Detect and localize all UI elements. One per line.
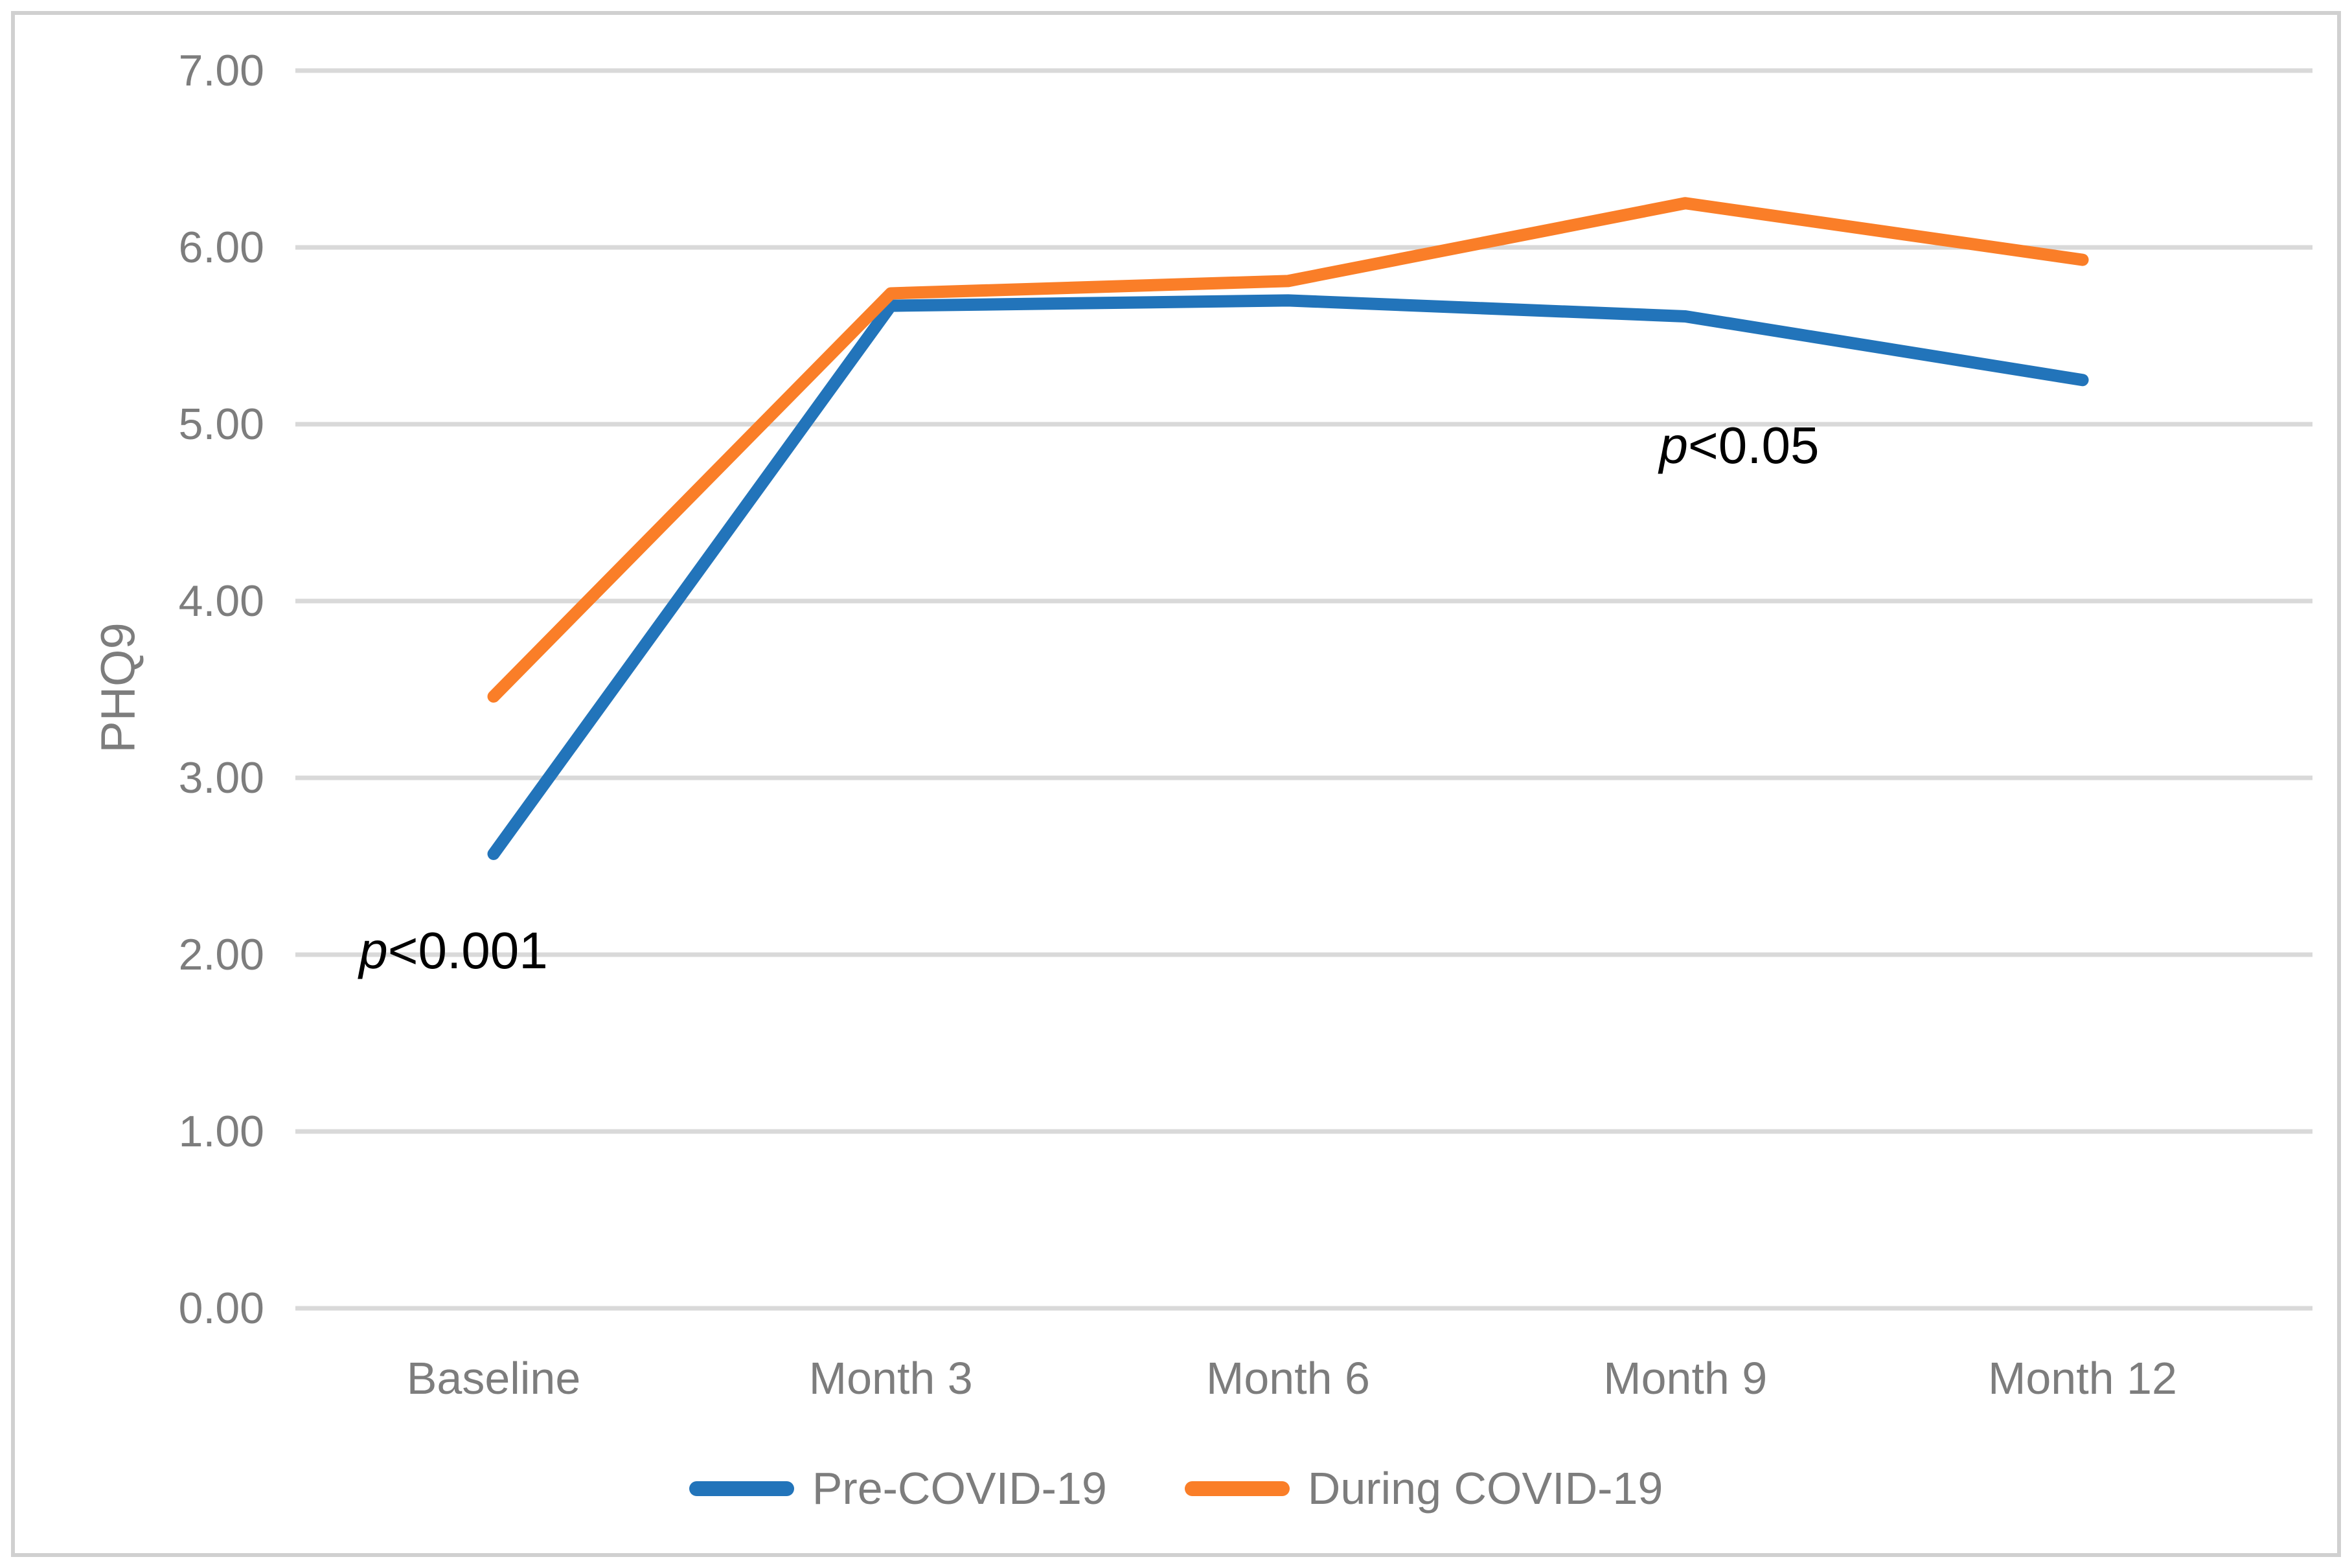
- series-line-pre-covid-19: [487, 294, 2089, 860]
- x-tick-label: Baseline: [406, 1353, 581, 1403]
- annotation-p-symbol: p: [359, 922, 388, 979]
- series-line-during-covid-19: [487, 197, 2089, 703]
- legend-swatch-during-covid: [1184, 1481, 1290, 1496]
- x-tick-label: Month 6: [1206, 1353, 1370, 1403]
- y-tick-label: 2.00: [178, 930, 264, 979]
- legend-swatch-pre-covid: [689, 1481, 794, 1496]
- y-tick-label: 5.00: [178, 400, 264, 449]
- y-tick-label: 3.00: [178, 753, 264, 802]
- legend-label-during-covid: During COVID-19: [1307, 1463, 1663, 1514]
- legend-label-pre-covid: Pre-COVID-19: [812, 1463, 1107, 1514]
- figure-frame: [11, 11, 2341, 1557]
- y-tick-label: 7.00: [178, 46, 264, 95]
- legend-item-during-covid: During COVID-19: [1184, 1462, 1663, 1514]
- x-tick-label: Month 12: [1988, 1353, 2177, 1403]
- y-tick-label: 6.00: [178, 223, 264, 272]
- annotation-value: <0.001: [387, 922, 548, 979]
- annotation-value: <0.05: [1688, 416, 1820, 474]
- y-tick-label: 4.00: [178, 576, 264, 626]
- annotation-p-symbol: p: [1659, 416, 1689, 474]
- y-axis-title: PHQ9: [91, 622, 145, 753]
- legend: Pre-COVID-19 During COVID-19: [0, 1462, 2352, 1514]
- y-tick-label: 0.00: [178, 1284, 264, 1333]
- annotation-p-month9: p<0.05: [1660, 416, 1820, 475]
- annotation-p-baseline: p<0.001: [359, 921, 547, 981]
- legend-item-pre-covid: Pre-COVID-19: [689, 1462, 1107, 1514]
- x-tick-label: Month 3: [808, 1353, 973, 1403]
- y-tick-label: 1.00: [178, 1107, 264, 1156]
- x-tick-label: Month 9: [1603, 1353, 1768, 1403]
